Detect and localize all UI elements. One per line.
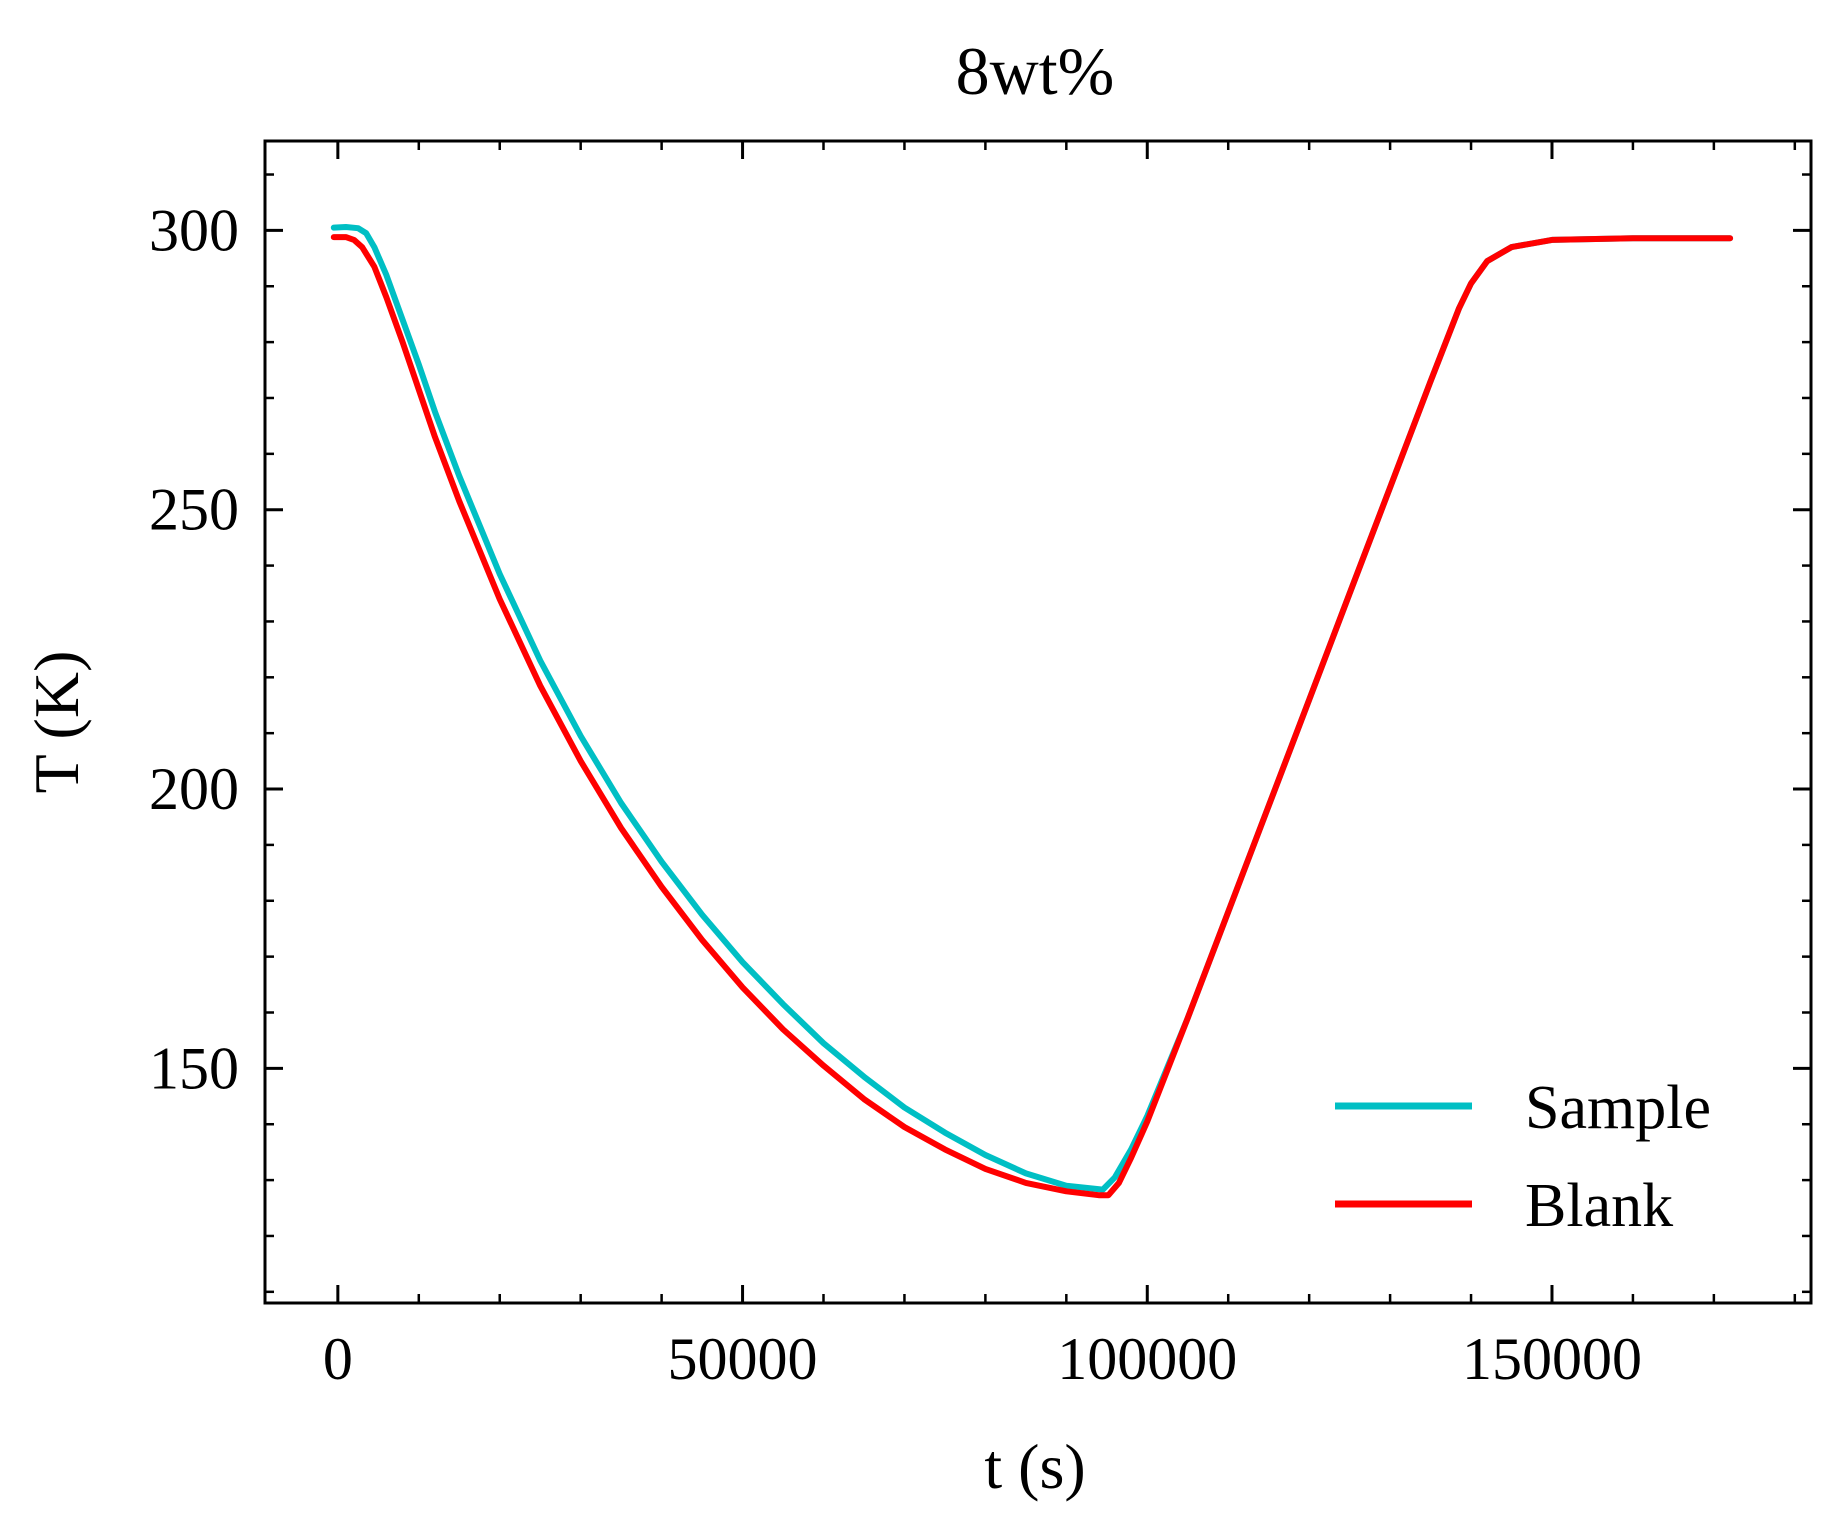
y-tick-label: 300 [149,197,239,263]
y-tick-label: 250 [149,477,239,543]
legend-label-sample: Sample [1525,1074,1711,1142]
x-tick-label: 50000 [668,1326,818,1392]
x-tick-label: 150000 [1462,1326,1642,1392]
axis-ticks: 0 50000 100000 150000 150 200 250 300 [149,141,1811,1392]
x-axis-label: t (s) [984,1431,1085,1502]
y-tick-label: 150 [149,1035,239,1101]
chart-title: 8wt% [956,33,1115,109]
y-tick-label: 200 [149,756,239,822]
legend-label-blank: Blank [1525,1172,1673,1240]
legend: Sample Blank [1335,1074,1711,1240]
series-line-blank [330,234,1734,1199]
y-axis-label: T (K) [21,651,92,794]
plot-area [330,224,1734,1199]
plot-frame [263,139,1813,1305]
x-tick-label: 100000 [1057,1326,1237,1392]
series-line-sample [330,224,1734,1193]
x-tick-label: 0 [323,1326,353,1392]
